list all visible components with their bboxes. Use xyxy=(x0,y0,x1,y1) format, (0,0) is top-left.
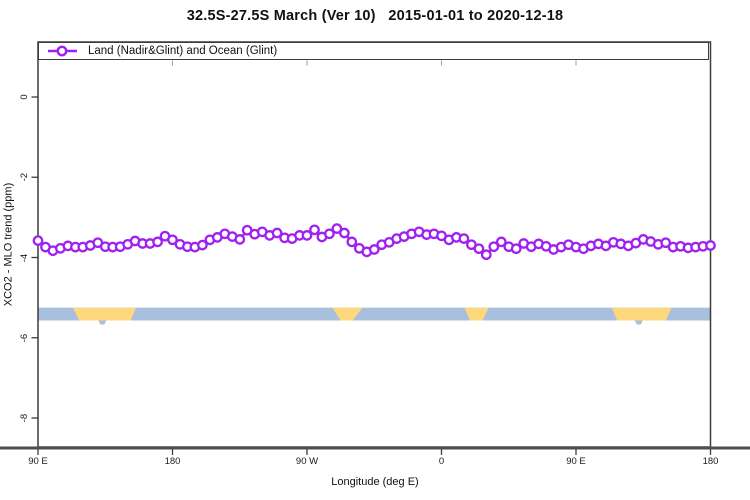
data-point-marker xyxy=(234,234,246,245)
ocean-band xyxy=(38,307,711,321)
legend-box: Land (Nadir&Glint) and Ocean (Glint) xyxy=(38,42,709,60)
data-point-marker xyxy=(339,227,350,239)
land-patch xyxy=(464,307,489,321)
y-tick-label: -4 xyxy=(19,253,30,262)
x-tick-label: 90 E xyxy=(566,456,586,467)
data-point-marker xyxy=(660,237,672,249)
ocean-tab xyxy=(98,320,107,325)
data-point-marker xyxy=(152,236,163,248)
legend-marker-icon xyxy=(48,45,77,57)
chart-title: 32.5S-27.5S March (Ver 10) 2015-01-01 to… xyxy=(186,8,564,24)
data-point-marker xyxy=(705,240,716,251)
data-point-marker xyxy=(488,241,500,253)
x-tick-label: 180 xyxy=(164,456,181,467)
land-patch xyxy=(73,307,136,321)
data-point-marker xyxy=(324,228,335,240)
x-tick-label: 0 xyxy=(438,456,445,467)
data-point-marker xyxy=(301,230,313,241)
data-point-marker xyxy=(197,239,208,251)
y-axis-title: XCO2 - MLO trend (ppm) xyxy=(2,182,15,307)
y-tick-label: -6 xyxy=(19,333,30,342)
legend-label: Land (Nadir&Glint) and Ocean (Glint) xyxy=(88,45,278,57)
land-patch xyxy=(611,307,672,321)
ocean-tab xyxy=(634,320,643,325)
data-point-marker xyxy=(510,243,522,255)
y-tick-label: -8 xyxy=(19,413,30,423)
data-point-marker xyxy=(458,233,470,244)
y-tick-label: 0 xyxy=(19,94,30,100)
data-point-marker xyxy=(473,243,485,255)
data-point-marker xyxy=(32,235,44,246)
data-point-marker xyxy=(495,236,507,248)
x-tick-label: 180 xyxy=(702,456,719,467)
land-patch xyxy=(332,307,363,321)
data-point-marker xyxy=(346,236,358,248)
x-tick-label: 90 E xyxy=(28,456,48,467)
data-point-marker xyxy=(309,224,320,236)
x-tick-label: 90 W xyxy=(295,456,319,467)
x-axis-title: Longitude (deg E) xyxy=(331,476,419,488)
data-point-marker xyxy=(368,244,380,255)
data-point-marker xyxy=(167,234,178,246)
data-point-marker xyxy=(271,227,283,239)
data-point-marker xyxy=(331,223,343,234)
data-point-marker xyxy=(480,249,492,261)
y-tick-label: -2 xyxy=(19,173,30,182)
